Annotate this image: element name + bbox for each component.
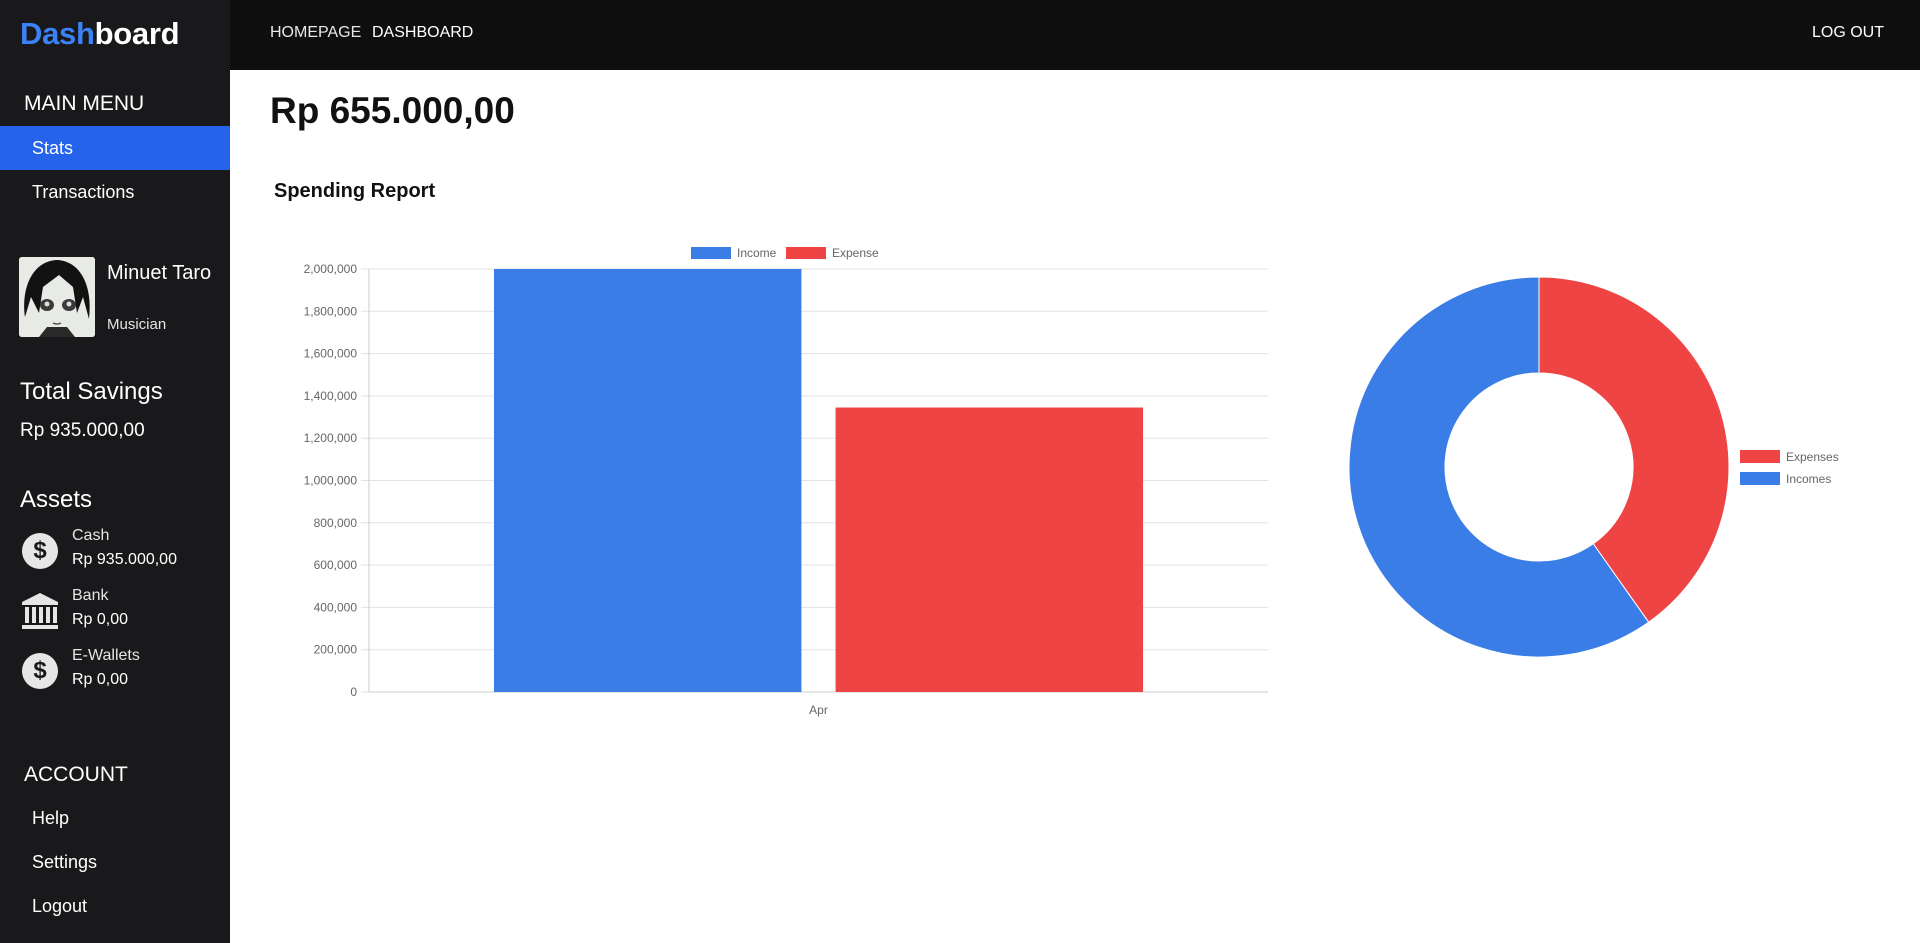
y-tick-label: 1,200,000 (304, 431, 358, 445)
sidebar-item-transactions[interactable]: Transactions (32, 182, 135, 202)
y-tick-label: 200,000 (314, 643, 358, 657)
x-tick-label: Apr (809, 703, 828, 717)
sidebar-item-help[interactable]: Help (32, 808, 70, 828)
total-savings-value: Rp 935.000,00 (20, 420, 145, 441)
bar-chart: Income Expense 2,000,000 1,800,000 1,600,000… (304, 246, 1268, 717)
y-tick-label: 0 (350, 685, 357, 699)
brand-logo[interactable]: Dashboard (20, 16, 180, 52)
dollar-coin-icon: $ (20, 651, 58, 689)
dollar-coin-icon: $ (20, 531, 58, 569)
donut-chart: Expenses Incomes (1348, 276, 1839, 658)
logout-button[interactable]: LOG OUT (1812, 24, 1885, 41)
sidebar-item-stats[interactable]: Stats (0, 126, 230, 170)
legend-label: Expense (832, 246, 879, 260)
account-title: ACCOUNT (24, 763, 128, 786)
y-tick-label: 1,400,000 (304, 389, 358, 403)
y-tick-label: 2,000,000 (304, 262, 358, 276)
asset-value: Rp 0,00 (72, 611, 129, 628)
bar-income (493, 269, 802, 692)
y-tick-label: 400,000 (314, 600, 358, 614)
asset-value: Rp 935.000,00 (72, 551, 177, 568)
user-profile: Minuet Taro Musician (19, 257, 219, 339)
legend-label: Income (737, 246, 777, 260)
asset-e-wallets: $ E-Wallets Rp 0,00 (20, 647, 220, 695)
legend-label: Incomes (1786, 472, 1831, 486)
asset-value: Rp 0,00 (72, 671, 129, 688)
donut-slice-expenses (1538, 276, 1730, 623)
legend-swatch (1740, 450, 1780, 463)
sidebar: Dashboard MAIN MENU Stats Transactions M… (0, 0, 230, 943)
spending-report-title: Spending Report (274, 180, 436, 202)
y-tick-label: 600,000 (314, 558, 358, 572)
sidebar-item-settings[interactable]: Settings (32, 852, 98, 872)
profile-name: Minuet Taro (107, 262, 212, 284)
profile-role: Musician (107, 316, 167, 333)
y-tick-label: 1,600,000 (304, 347, 358, 361)
bank-icon (20, 591, 58, 629)
y-tick-label: 800,000 (314, 516, 358, 530)
asset-label: E-Wallets (72, 647, 140, 664)
sidebar-item-logout[interactable]: Logout (32, 896, 88, 916)
donut-slice-incomes (1348, 276, 1650, 658)
asset-bank: Bank Rp 0,00 (20, 587, 220, 635)
legend-swatch (691, 247, 731, 259)
nav-dashboard[interactable]: DASHBOARD (372, 24, 474, 41)
assets-title: Assets (20, 486, 93, 513)
brand-accent: Dash (20, 16, 95, 51)
legend-label: Expenses (1786, 450, 1839, 464)
asset-cash: $ Cash Rp 935.000,00 (20, 527, 220, 575)
asset-label: Bank (72, 587, 109, 604)
main-menu-title: MAIN MENU (24, 92, 145, 115)
y-tick-label: 1,800,000 (304, 304, 358, 318)
asset-label: Cash (72, 527, 110, 544)
legend-swatch (1740, 472, 1780, 485)
balance-amount: Rp 655.000,00 (270, 90, 515, 131)
total-savings-title: Total Savings (20, 378, 163, 405)
avatar (19, 257, 95, 337)
top-navbar: HOMEPAGE DASHBOARD LOG OUT (230, 0, 1920, 70)
bar-expense (835, 407, 1144, 692)
nav-homepage[interactable]: HOMEPAGE (270, 24, 362, 41)
avatar-image (19, 257, 95, 337)
legend-swatch (786, 247, 826, 259)
brand-rest: board (94, 16, 180, 51)
y-tick-label: 1,000,000 (304, 474, 358, 488)
